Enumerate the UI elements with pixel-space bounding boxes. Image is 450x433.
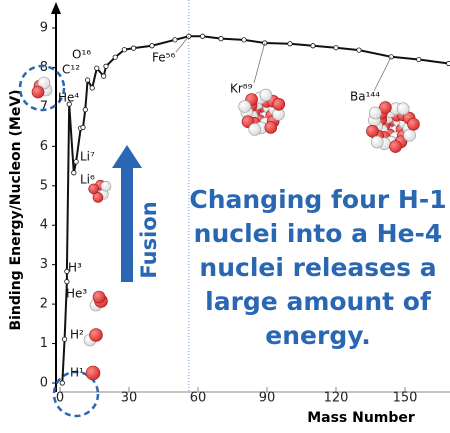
x-tick-label: 60 — [190, 391, 207, 406]
data-point — [416, 56, 422, 63]
annotation-line: Changing four H-1 — [189, 185, 446, 214]
nucleon — [272, 97, 286, 111]
point-label: He⁴ — [58, 91, 79, 105]
x-tick-label: 30 — [121, 391, 138, 406]
data-point — [121, 47, 128, 53]
point-label: H³ — [68, 261, 82, 275]
data-point — [89, 85, 95, 91]
nucleon — [88, 183, 99, 195]
y-tick-label: 1 — [40, 336, 48, 351]
fusion-arrow — [112, 145, 142, 282]
nucleon — [31, 85, 45, 99]
data-point — [101, 73, 107, 79]
point-label: Li⁶ — [80, 173, 95, 187]
nucleon — [248, 123, 262, 136]
data-point — [73, 159, 79, 165]
leader-line — [253, 42, 266, 84]
highlight-circle — [52, 370, 100, 418]
data-point — [82, 107, 88, 113]
data-point — [241, 37, 247, 43]
nucleon — [92, 192, 104, 203]
data-point — [66, 101, 72, 107]
annotation-line: nuclei into a He-4 — [194, 219, 443, 248]
leader-line — [175, 36, 190, 53]
data-point — [59, 380, 65, 386]
data-point — [131, 45, 137, 51]
nucleon — [366, 124, 379, 138]
nucleon — [37, 76, 51, 90]
y-tick-label: 8 — [40, 60, 48, 75]
point-label: He³ — [66, 287, 87, 301]
data-point — [112, 54, 118, 60]
x-tick-label: 0 — [56, 391, 64, 406]
y-tick-label: 6 — [40, 139, 48, 154]
data-point — [80, 124, 86, 131]
point-label: Li⁷ — [80, 150, 95, 164]
nucleon — [85, 365, 101, 381]
data-point — [149, 43, 155, 49]
annotation-line: nuclei releases a — [199, 253, 436, 282]
highlight-circle — [18, 64, 66, 112]
data-point — [333, 45, 339, 51]
point-label: H² — [70, 328, 84, 342]
data-point — [61, 336, 68, 342]
y-tick-label: 2 — [40, 297, 48, 312]
annotation-line: energy. — [265, 321, 370, 350]
data-point — [172, 37, 178, 43]
y-tick-label: 3 — [40, 257, 48, 272]
nucleon — [259, 88, 273, 102]
nucleon — [100, 180, 112, 192]
nucleon — [379, 101, 392, 114]
data-point — [287, 41, 293, 47]
data-point — [94, 65, 100, 71]
point-label: O¹⁶ — [72, 48, 91, 62]
nucleon — [264, 121, 278, 134]
y-tick-label: 4 — [40, 218, 48, 233]
point-label: Fe⁵⁶ — [152, 51, 175, 65]
nucleon — [238, 100, 252, 113]
data-point — [310, 43, 316, 49]
data-point — [85, 77, 91, 83]
x-tick-label: 150 — [393, 391, 418, 406]
nucleon — [389, 140, 402, 153]
nucleon — [89, 328, 103, 342]
y-tick-label: 5 — [40, 178, 48, 193]
nucleon — [396, 102, 410, 116]
point-label: H¹ — [70, 366, 84, 380]
leader-line — [373, 56, 392, 92]
x-tick-label: 90 — [259, 391, 276, 406]
x-tick-label: 120 — [324, 391, 349, 406]
fusion-label: Fusion — [137, 201, 161, 278]
nucleon — [92, 290, 106, 304]
point-label: Kr⁸⁹ — [230, 82, 253, 96]
annotation-line: large amount of — [205, 287, 432, 316]
point-label: Ba¹⁴⁴ — [350, 90, 380, 104]
nucleon — [407, 117, 420, 131]
data-point — [71, 170, 77, 176]
y-axis-title: Binding Energy/Nucleon (MeV) — [8, 89, 24, 330]
y-tick-label: 9 — [40, 21, 48, 36]
data-point — [64, 268, 70, 274]
nucleon — [370, 135, 384, 149]
data-point — [446, 60, 450, 67]
y-tick-label: 0 — [40, 376, 48, 391]
nucleon — [403, 128, 416, 142]
nucleon — [368, 106, 382, 120]
data-point — [218, 36, 224, 42]
y-tick-label: 7 — [40, 99, 48, 114]
point-label: C¹² — [62, 63, 80, 77]
data-point — [103, 63, 109, 69]
y-axis-arrow — [51, 2, 61, 14]
data-point — [64, 279, 70, 285]
x-axis-title: Mass Number — [307, 410, 415, 426]
data-point — [200, 33, 206, 39]
data-point — [356, 47, 362, 53]
